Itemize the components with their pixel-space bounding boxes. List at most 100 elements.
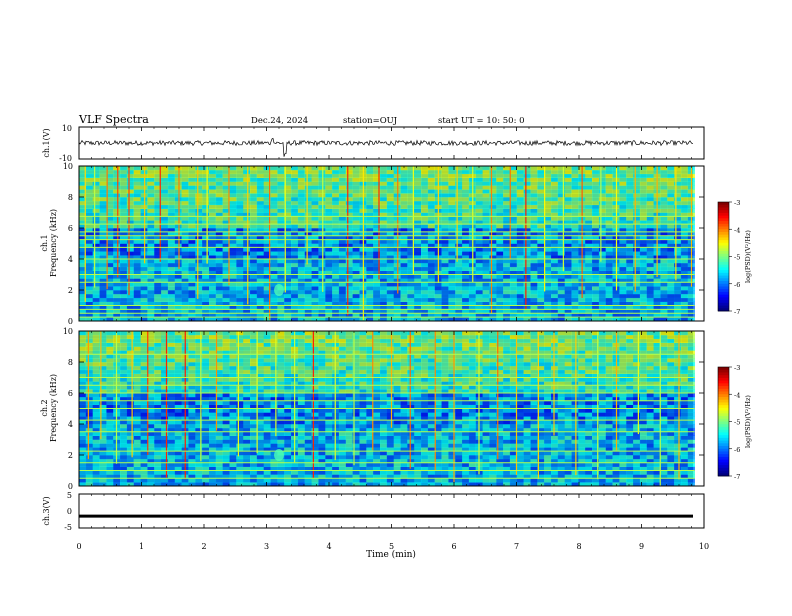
ch1-spectrogram-cell [113, 275, 120, 279]
ch1-spectrogram-cell [243, 282, 250, 286]
ch1-spectrogram-cell [332, 298, 339, 302]
ch1-spectrogram-cell [243, 189, 250, 193]
ch1-spectrogram-cell [619, 174, 626, 178]
ch1-spectrogram-cell [667, 166, 674, 170]
ch1-spectrogram-cell [353, 216, 360, 220]
ch1-spectrogram-cell [188, 267, 195, 271]
ch1-spectrogram-cell [182, 174, 189, 178]
ch1-spectrogram-cell [462, 290, 469, 294]
ch1-spectrogram-cell [380, 263, 387, 267]
ch1-spectrogram-cell [134, 294, 141, 298]
ch1-spectrogram-cell [565, 197, 572, 201]
ch2-spectrogram-cell [558, 463, 565, 467]
ch2-spectrogram-cell [291, 478, 298, 482]
ch2-spectrogram-cell [626, 455, 633, 459]
ch2-spectrogram-cell [544, 463, 551, 467]
ch1-spectrogram-cell [572, 224, 579, 228]
ch2-spectrogram-cell [312, 451, 319, 455]
ch1-spectrogram-cell [175, 298, 182, 302]
ch2-spectrogram-cell [284, 471, 291, 475]
ch1-spectrogram-cell [455, 294, 462, 298]
ch1-spectrogram-cell [332, 189, 339, 193]
ch1-spectrogram-cell [175, 209, 182, 213]
ch1-spectrogram-cell [209, 178, 216, 182]
ch2-spectrogram-cell [524, 463, 531, 467]
ch1-spectrogram-cell [257, 182, 264, 186]
ch1-spectrogram-cell [414, 205, 421, 209]
ch2-spectrogram-cell [277, 463, 284, 467]
ch1-spectrogram-cell [271, 251, 278, 255]
ch2-spectrogram-cell [380, 455, 387, 459]
ch1-spectrogram-cell [182, 224, 189, 228]
ch1-spectrogram-cell [147, 185, 154, 189]
ch1-spectrogram-cell [202, 282, 209, 286]
ch2-spectrogram-cell [442, 440, 449, 444]
ch1-spectrogram-cell [230, 209, 237, 213]
ch1-spectrogram-cell [250, 263, 257, 267]
ch1-spectrogram-cell [236, 282, 243, 286]
ch2-spectrogram-cell [325, 478, 332, 482]
ch2-spectrogram-cell [250, 455, 257, 459]
ch1-spectrogram-cell [134, 197, 141, 201]
ch1-spectrogram-cell [298, 197, 305, 201]
ch1-spectrogram-cell [305, 166, 312, 170]
ch2-spectrogram-cell [681, 463, 688, 467]
ch1-spectrogram-cell [380, 290, 387, 294]
ch1-spectrogram-cell [236, 201, 243, 205]
ch1-spectrogram-cell [106, 298, 113, 302]
ch1-spectrogram-cell [510, 224, 517, 228]
ch1-spectrogram-colorbar-segment [718, 284, 729, 287]
ch2-spectrogram-cell [654, 443, 661, 447]
ch1-spectrogram-cell [572, 259, 579, 263]
ch2-spectrogram-cell [681, 471, 688, 475]
ch1-spectrogram-cell [346, 189, 353, 193]
ch2-spectrogram-cell [517, 451, 524, 455]
ch1-spectrogram-cell [154, 294, 161, 298]
ch1-spectrogram-cell [442, 166, 449, 170]
ch1-spectrogram-cell [346, 178, 353, 182]
ch1-spectrogram-cell [681, 247, 688, 251]
ch2-spectrogram-cell [421, 455, 428, 459]
ch1-spectrogram-cell [626, 166, 633, 170]
ch1-spectrogram-cell [599, 209, 606, 213]
ch1-spectrogram-cell [640, 275, 647, 279]
ch1-spectrogram-cell [640, 166, 647, 170]
ch1-spectrogram-cell [257, 197, 264, 201]
ch1-spectrogram-cell [414, 201, 421, 205]
ch1-spectrogram-cell [250, 282, 257, 286]
ch1-spectrogram-cell [660, 298, 667, 302]
ch1-spectrogram-cell [325, 174, 332, 178]
ch1-spectrogram-cell [168, 263, 175, 267]
ch1-spectrogram-cell [346, 205, 353, 209]
ch1-spectrogram-cell [134, 267, 141, 271]
ch1-spectrogram-cell [503, 247, 510, 251]
ch1-spectrogram-cell [236, 263, 243, 267]
ch1-spectrogram-cell [147, 205, 154, 209]
ch1-spectrogram-cell [428, 209, 435, 213]
ch1-spectrogram-cell [175, 170, 182, 174]
ch1-spectrogram-cell [305, 224, 312, 228]
ch1-spectrogram-cell [448, 193, 455, 197]
ch1-spectrogram-cell [230, 263, 237, 267]
ch2-spectrogram-cell [380, 451, 387, 455]
ch1-spectrogram-cell [414, 224, 421, 228]
ch1-spectrogram-cell [647, 209, 654, 213]
ch2-spectrogram-cell [134, 471, 141, 475]
ch1-spectrogram-cell [483, 263, 490, 267]
ch2-spectrogram-cell [325, 471, 332, 475]
ch1-spectrogram-cell [510, 209, 517, 213]
ch2-spectrogram-cell [250, 463, 257, 467]
ch1-spectrogram-cell [585, 201, 592, 205]
ch1-channel-label: ch.1 [40, 234, 49, 251]
ch1-spectrogram-cell [188, 197, 195, 201]
ch1-spectrogram-cell [455, 216, 462, 220]
ch1-spectrogram-cell [592, 290, 599, 294]
ch1-spectrogram-cell [633, 216, 640, 220]
ch1-spectrogram-cell [654, 286, 661, 290]
ch1-spectrogram-cell [428, 282, 435, 286]
ch1-spectrogram-cell [366, 275, 373, 279]
ch1-spectrogram-cell [175, 201, 182, 205]
ch2-spectrogram-cell [209, 471, 216, 475]
ch1-spectrogram-cell [667, 193, 674, 197]
ch1-spectrogram-cell [626, 170, 633, 174]
